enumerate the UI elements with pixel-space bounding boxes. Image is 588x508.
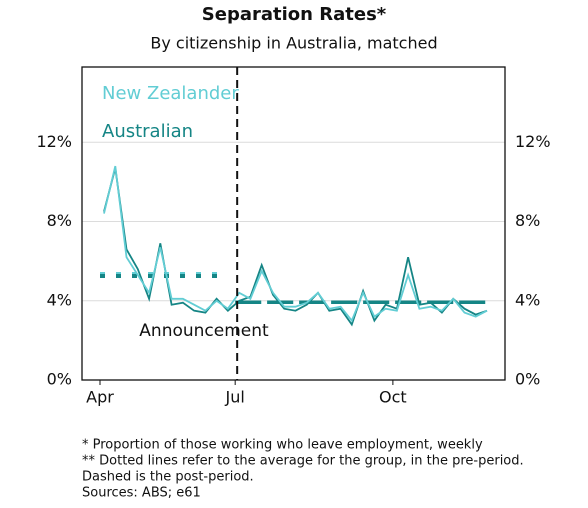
- footnote: * Proportion of those working who leave …: [82, 438, 483, 453]
- x-tick-label: Apr: [86, 388, 114, 407]
- y-tick-label: 0%: [47, 370, 72, 389]
- y-tick-label: 8%: [47, 211, 72, 230]
- footnote: Sources: ABS; e61: [82, 486, 201, 501]
- legend-label: New Zealander: [102, 83, 239, 104]
- series-line: [103, 165, 488, 323]
- y2-tick-label: 4%: [515, 290, 540, 309]
- footnote: ** Dotted lines refer to the average for…: [82, 454, 524, 469]
- y2-tick-label: 0%: [515, 370, 540, 389]
- annotation: Announcement: [139, 321, 269, 341]
- legend-label: Australian: [102, 121, 193, 142]
- plot-frame: [81, 66, 506, 381]
- chart-subtitle: By citizenship in Australia, matched: [150, 34, 437, 53]
- y-tick-label: 12%: [36, 132, 72, 151]
- footnote: Dashed is the post-period.: [82, 470, 254, 485]
- x-tick-label: Jul: [225, 388, 245, 407]
- y-tick-label: 4%: [47, 290, 72, 309]
- y2-tick-label: 12%: [515, 132, 551, 151]
- chart-title: Separation Rates*: [202, 4, 387, 25]
- x-tick-label: Oct: [379, 388, 407, 407]
- y2-tick-label: 8%: [515, 211, 540, 230]
